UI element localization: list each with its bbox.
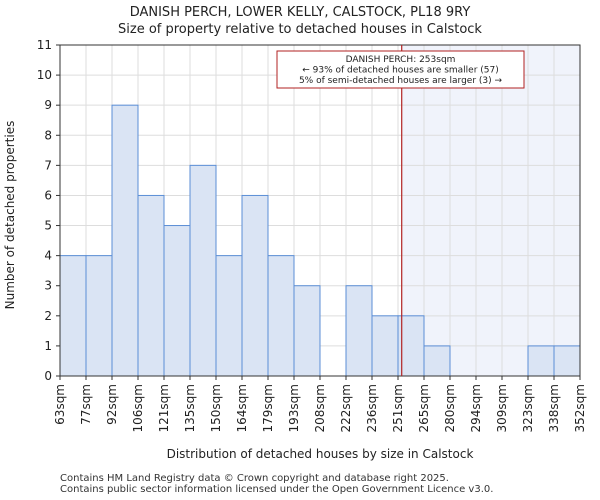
annotation-smaller: ← 93% of detached houses are smaller (57…	[302, 66, 499, 76]
histogram-bar	[371, 315, 399, 377]
chart-title-block: DANISH PERCH, LOWER KELLY, CALSTOCK, PL1…	[0, 4, 600, 38]
footer-copyright: Contains HM Land Registry data © Crown c…	[60, 473, 449, 484]
histogram-bar	[85, 255, 113, 377]
y-tick-label: 9	[44, 98, 52, 112]
y-tick-label: 6	[44, 188, 52, 202]
histogram-bar	[111, 104, 139, 377]
x-axis-label: Distribution of detached houses by size …	[167, 447, 474, 461]
histogram-bar	[189, 164, 217, 377]
x-tick-label: 309sqm	[495, 384, 509, 432]
y-tick-label: 10	[37, 68, 52, 82]
x-tick-label: 251sqm	[391, 384, 405, 432]
x-tick-label: 77sqm	[79, 384, 93, 425]
x-tick-label: 106sqm	[131, 384, 145, 432]
histogram-bar	[241, 194, 269, 377]
histogram-bar	[267, 255, 295, 377]
y-tick-label: 0	[44, 369, 52, 383]
x-tick-label: 150sqm	[209, 384, 223, 432]
chart-title: DANISH PERCH, LOWER KELLY, CALSTOCK, PL1…	[129, 5, 471, 20]
larger-region	[401, 45, 580, 376]
histogram-bar	[137, 194, 165, 377]
x-tick-label: 164sqm	[235, 384, 249, 432]
histogram-bar	[215, 255, 243, 377]
histogram-bar	[423, 345, 451, 377]
y-tick-label: 7	[44, 158, 52, 172]
x-tick-label: 193sqm	[287, 384, 301, 432]
x-tick-label: 63sqm	[53, 384, 67, 425]
x-tick-label: 179sqm	[261, 384, 275, 432]
y-tick-label: 1	[44, 339, 52, 353]
footer-licence: Contains public sector information licen…	[60, 484, 494, 495]
x-tick-label: 338sqm	[547, 384, 561, 432]
y-tick-label: 8	[44, 128, 52, 142]
annotation-title: DANISH PERCH: 253sqm	[346, 55, 456, 65]
y-tick-label: 11	[37, 38, 52, 52]
x-tick-label: 92sqm	[105, 384, 119, 425]
x-tick-label: 352sqm	[573, 384, 587, 432]
x-tick-label: 323sqm	[521, 384, 535, 432]
histogram-bar	[163, 225, 191, 377]
histogram-bar	[293, 285, 321, 377]
x-tick-label: 294sqm	[469, 384, 483, 432]
x-tick-label: 135sqm	[183, 384, 197, 432]
x-tick-label: 265sqm	[417, 384, 431, 432]
x-tick-label: 121sqm	[157, 384, 171, 432]
annotation-box	[276, 50, 525, 89]
y-tick-label: 5	[44, 219, 52, 233]
x-tick-label: 236sqm	[365, 384, 379, 432]
y-tick-label: 4	[44, 249, 52, 263]
histogram-bar	[553, 345, 581, 377]
y-tick-label: 3	[44, 279, 52, 293]
x-tick-label: 208sqm	[313, 384, 327, 432]
y-tick-label: 2	[44, 309, 52, 323]
x-tick-label: 280sqm	[443, 384, 457, 432]
histogram-bar	[59, 255, 87, 377]
y-axis-label: Number of detached properties	[3, 121, 17, 310]
annotation-larger: 5% of semi-detached houses are larger (3…	[299, 76, 503, 86]
chart-subtitle: Size of property relative to detached ho…	[118, 22, 482, 37]
histogram-bar	[527, 345, 555, 377]
x-tick-label: 222sqm	[339, 384, 353, 432]
histogram-bar	[345, 285, 373, 377]
histogram-bar	[397, 315, 425, 377]
